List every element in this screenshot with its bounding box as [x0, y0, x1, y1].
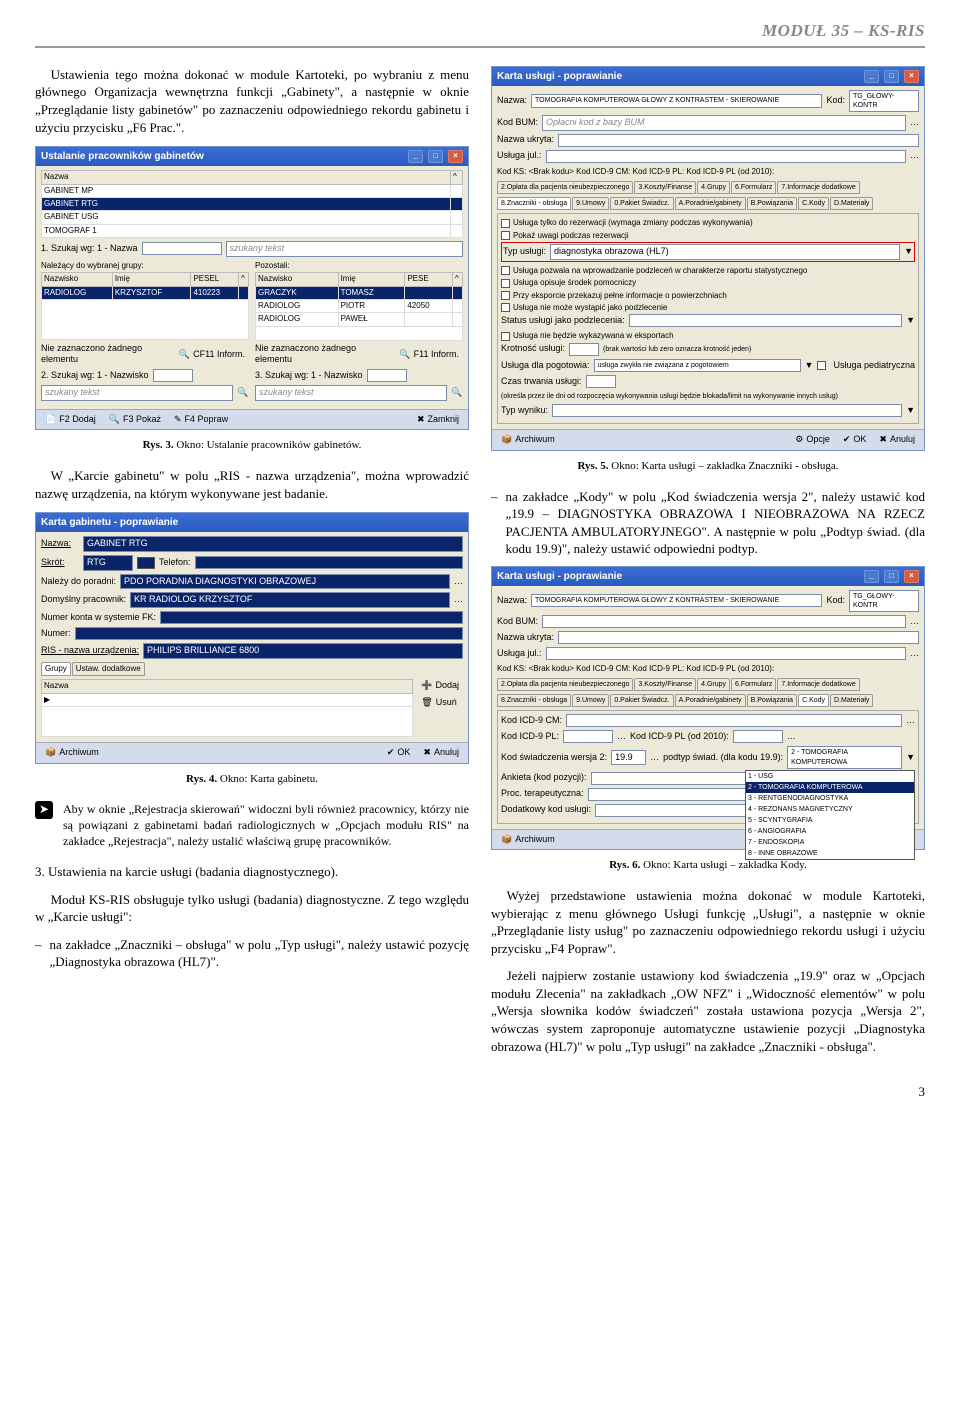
left-column: Ustawienia tego można dokonać w module K… — [35, 66, 469, 1065]
tab-grupy[interactable]: Grupy — [41, 662, 71, 676]
paragraph: Moduł KS-RIS obsługuje tylko usługi (bad… — [35, 891, 469, 926]
window-title: Karta usługi - poprawianie — [497, 70, 622, 83]
phone-field[interactable] — [195, 556, 463, 569]
field-label: Telefon: — [159, 557, 191, 569]
close-icon[interactable]: × — [904, 70, 919, 83]
right-column: Karta usługi - poprawianie _ □ × Nazwa:T… — [491, 66, 925, 1065]
maximize-icon[interactable]: □ — [428, 150, 443, 163]
typ-uslugi-select[interactable]: diagnostyka obrazowa (HL7) — [550, 244, 900, 260]
name-field[interactable]: GABINET RTG — [83, 536, 463, 552]
archive-button[interactable]: 📦Archiwum — [41, 746, 103, 760]
window-title: Karta usługi - poprawianie — [497, 570, 622, 583]
figure-caption: Rys. 5. Okno: Karta usługi – zakładka Zn… — [491, 459, 925, 474]
screenshot-ustalanie-pracownikow: Ustalanie pracowników gabinetów _ □ × Na… — [35, 146, 469, 430]
paragraph: Ustawienia tego można dokonać w module K… — [35, 66, 469, 136]
callout-text: Aby w oknie „Rejestracja skierowań" wido… — [63, 801, 469, 850]
numer-field[interactable] — [75, 627, 463, 640]
list-heading: 3. Ustawienia na karcie usługi (badania … — [35, 863, 469, 881]
poradnia-field[interactable]: PDO PORADNIA DIAGNOSTYKI OBRAZOWEJ — [120, 574, 450, 590]
search-label: 2. Szukaj wg: 1 - Nazwisko — [41, 370, 149, 382]
screenshot-karta-gabinetu: Karta gabinetu - poprawianie Nazwa: GABIN… — [35, 512, 469, 763]
tab-ustaw[interactable]: Ustaw. dodatkowe — [72, 662, 145, 676]
cancel-button[interactable]: ✖Anuluj — [419, 746, 463, 760]
field-label: Domyślny pracownik: — [41, 594, 126, 606]
window-title: Karta gabinetu - poprawianie — [41, 516, 178, 529]
paragraph: W „Karcie gabinetu" w polu „RIS - nazwa … — [35, 467, 469, 502]
paragraph: Jeżeli najpierw zostanie ustawiony kod ś… — [491, 967, 925, 1055]
kodbum-field[interactable]: Opłacni kod z bazy BUM — [542, 115, 906, 131]
pracownik-field[interactable]: KR RADIOLOG KRZYSZTOF — [130, 592, 450, 608]
screenshot-karta-uslugi-kody: Karta usługi - poprawianie _ □ × Nazwa:T… — [491, 566, 925, 851]
figure-caption: Rys. 4. Okno: Karta gabinetu. — [35, 772, 469, 787]
name-field[interactable]: TOMOGRAFIA KOMPUTEROWA GŁOWY Z KONTRASTE… — [531, 94, 822, 107]
group-label: Należący do wybranej grupy: — [41, 260, 249, 272]
minimize-icon[interactable]: _ — [864, 70, 879, 83]
screenshot-karta-uslugi-znaczniki: Karta usługi - poprawianie _ □ × Nazwa:T… — [491, 66, 925, 451]
color-swatch[interactable] — [137, 557, 155, 569]
search-combo[interactable] — [142, 242, 222, 255]
inform-button[interactable]: 🔍F11 Inform. — [395, 348, 463, 362]
ris-field[interactable]: PHILIPS BRILLIANCE 6800 — [143, 643, 463, 659]
table-row[interactable]: TOMOGRAF 1 — [42, 224, 451, 237]
table-row[interactable]: GABINET MP — [42, 184, 451, 197]
usluga-jul-field[interactable] — [546, 150, 906, 163]
bullet-text: na zakładce „Kody" w polu „Kod świadczen… — [506, 488, 926, 558]
ok-button[interactable]: ✔OK — [383, 746, 415, 760]
field-label: Należy do poradni: — [41, 576, 116, 588]
fk-field[interactable] — [160, 611, 463, 624]
page-number: 3 — [35, 1083, 925, 1101]
nazwa-ukryta-field[interactable] — [558, 134, 919, 147]
group-label: Pozostali: — [255, 260, 463, 272]
search-input[interactable]: szukany tekst — [226, 241, 463, 257]
kod-swiadczenia-field[interactable]: 19.9 — [611, 750, 646, 766]
delete-button[interactable]: 🗑Usuń — [417, 696, 463, 710]
field-label: RIS - nazwa urządzenia: — [41, 645, 139, 657]
figure-caption: Rys. 6. Okno: Karta usługi – zakładka Ko… — [491, 858, 925, 873]
field-label: Skrót: — [41, 557, 79, 569]
add-button[interactable]: ➕Dodaj — [417, 679, 463, 693]
podtyp-dropdown[interactable]: 1 - USG 2 - TOMOGRAFIA KOMPUTEROWA 3 - R… — [745, 770, 915, 861]
close-icon[interactable]: × — [448, 150, 463, 163]
search-label: 3. Szukaj wg: 1 - Nazwisko — [255, 370, 363, 382]
figure-caption: Rys. 3. Rys. 3. Okno: Ustalanie pracowni… — [35, 438, 469, 453]
kod-line: Kod KS: <Brak kodu> Kod ICD-9 CM: Kod IC… — [497, 166, 919, 178]
bullet-text: na zakładce „Znaczniki – obsługa" w polu… — [50, 936, 470, 971]
close-icon[interactable]: × — [904, 570, 919, 583]
close-button[interactable]: ✖Zamknij — [413, 413, 463, 427]
skrot-field[interactable]: RTG — [83, 555, 133, 571]
field-label: Numer: — [41, 628, 71, 640]
maximize-icon[interactable]: □ — [884, 70, 899, 83]
kod-field[interactable]: TG_GŁOWY-KONTR — [849, 90, 919, 112]
archive-button[interactable]: 📦Archiwum — [497, 433, 559, 447]
field-label: Nazwa: — [41, 538, 79, 550]
callout-icon: ➤ — [35, 801, 53, 819]
search-label: 1. Szukaj wg: 1 - Nazwa — [41, 243, 138, 255]
maximize-icon[interactable]: □ — [884, 570, 899, 583]
ok-button[interactable]: ✔OK — [839, 433, 871, 447]
archive-button[interactable]: 📦Archiwum — [497, 833, 559, 847]
status-text: Nie zaznaczono żadnego elementu — [255, 343, 391, 366]
table-row[interactable]: GABINET USG — [42, 211, 451, 224]
status-text: Nie zaznaczono żadnego elementu — [41, 343, 171, 366]
inform-button[interactable]: 🔍CF11 Inform. — [175, 348, 249, 362]
show-button[interactable]: 🔍F3 Pokaż — [105, 413, 165, 427]
table-row[interactable]: GABINET RTG — [42, 197, 451, 210]
field-label: Numer konta w systemie FK: — [41, 612, 156, 624]
minimize-icon[interactable]: _ — [864, 570, 879, 583]
window-title: Ustalanie pracowników gabinetów — [41, 150, 204, 163]
paragraph: Wyżej przedstawione ustawienia można dok… — [491, 887, 925, 957]
minimize-icon[interactable]: _ — [408, 150, 423, 163]
edit-button[interactable]: ✎F4 Popraw — [170, 413, 232, 427]
page-header: MODUŁ 35 – KS-RIS — [35, 20, 925, 48]
col-header: Nazwa — [42, 171, 451, 184]
options-button[interactable]: ⚙Opcje — [791, 433, 834, 447]
add-button[interactable]: 📄F2 Dodaj — [41, 413, 100, 427]
cancel-button[interactable]: ✖Anuluj — [875, 433, 919, 447]
